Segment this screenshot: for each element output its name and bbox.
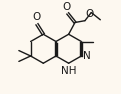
Text: NH: NH xyxy=(61,66,76,76)
Text: O: O xyxy=(32,12,41,22)
Text: O: O xyxy=(85,9,94,19)
Text: N: N xyxy=(83,51,91,61)
Text: O: O xyxy=(62,2,71,12)
